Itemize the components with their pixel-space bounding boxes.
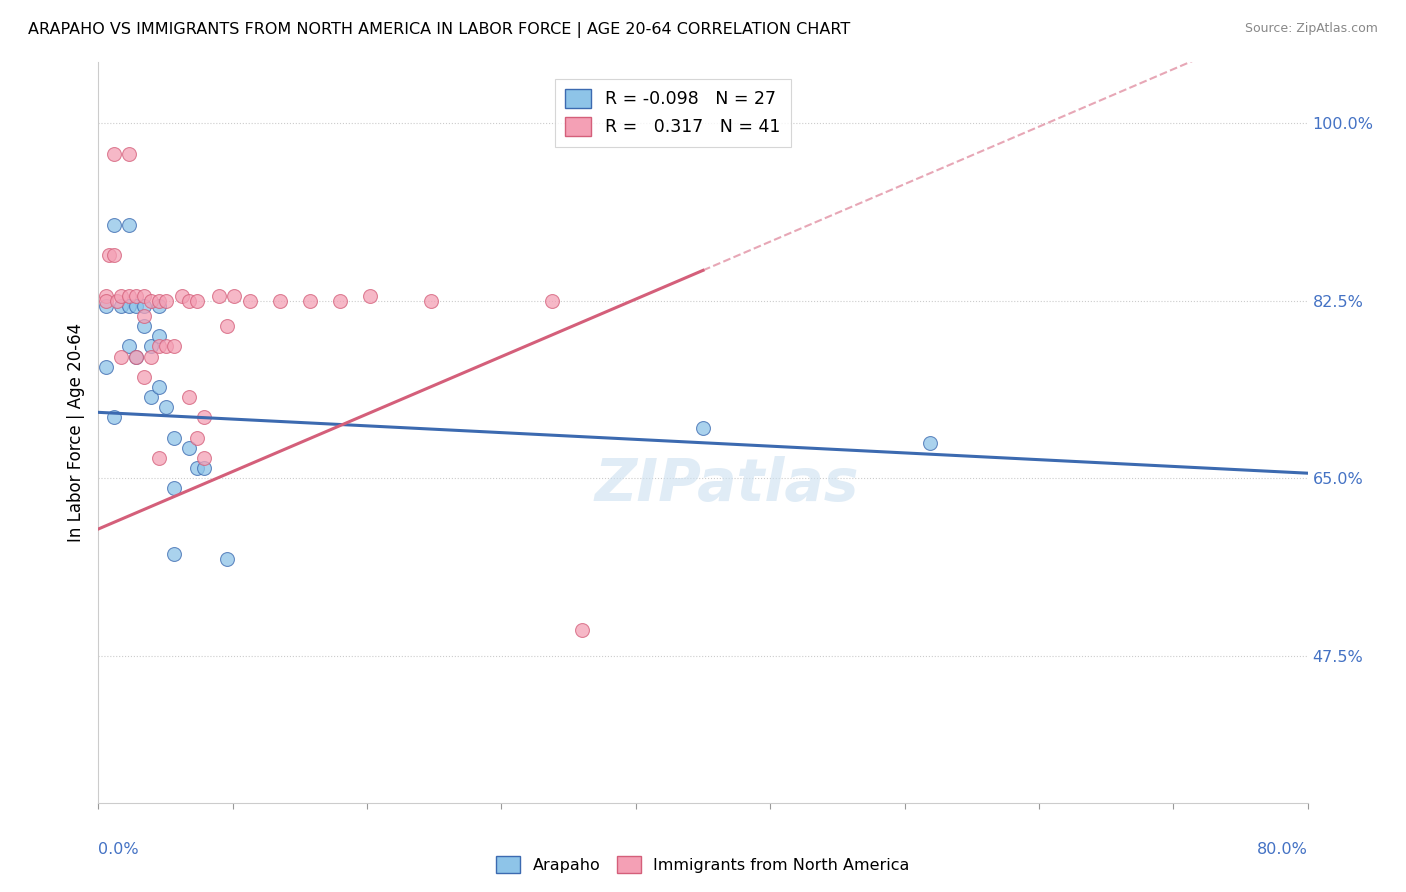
Point: [118, 289, 141, 303]
Point: [132, 319, 155, 334]
Text: 80.0%: 80.0%: [1257, 842, 1308, 856]
Point: [193, 450, 215, 465]
Point: [163, 431, 186, 445]
Point: [132, 299, 155, 313]
Point: [125, 299, 148, 313]
Point: [179, 441, 201, 455]
Point: [239, 293, 262, 308]
Point: [193, 461, 215, 475]
Point: [571, 624, 593, 638]
Point: [148, 380, 170, 394]
Point: [118, 339, 141, 353]
Point: [141, 339, 163, 353]
Point: [186, 293, 208, 308]
Point: [148, 450, 170, 465]
Point: [179, 390, 201, 404]
Point: [103, 146, 125, 161]
Point: [132, 309, 155, 323]
Point: [360, 289, 382, 303]
Legend: R = -0.098   N = 27, R =   0.317   N = 41: R = -0.098 N = 27, R = 0.317 N = 41: [555, 78, 792, 146]
Point: [94, 359, 117, 374]
Point: [186, 461, 208, 475]
Point: [148, 329, 170, 343]
Point: [98, 248, 121, 262]
Text: Source: ZipAtlas.com: Source: ZipAtlas.com: [1244, 22, 1378, 36]
Point: [125, 289, 148, 303]
Point: [132, 289, 155, 303]
Point: [94, 293, 117, 308]
Point: [118, 218, 141, 232]
Point: [186, 431, 208, 445]
Point: [103, 248, 125, 262]
Text: ARAPAHO VS IMMIGRANTS FROM NORTH AMERICA IN LABOR FORCE | AGE 20-64 CORRELATION : ARAPAHO VS IMMIGRANTS FROM NORTH AMERICA…: [28, 22, 851, 38]
Point: [163, 339, 186, 353]
Point: [110, 350, 132, 364]
Point: [110, 299, 132, 313]
Point: [125, 350, 148, 364]
Point: [118, 299, 141, 313]
Point: [105, 293, 128, 308]
Point: [540, 293, 562, 308]
Text: ZIPatlas: ZIPatlas: [595, 456, 859, 513]
Point: [179, 293, 201, 308]
Point: [103, 218, 125, 232]
Point: [208, 289, 231, 303]
Point: [141, 390, 163, 404]
Point: [103, 410, 125, 425]
Point: [155, 293, 177, 308]
Point: [125, 350, 148, 364]
Point: [215, 552, 238, 566]
Point: [94, 289, 117, 303]
Point: [118, 146, 141, 161]
Point: [193, 410, 215, 425]
Point: [141, 350, 163, 364]
Point: [420, 293, 443, 308]
Point: [692, 420, 714, 434]
Y-axis label: In Labor Force | Age 20-64: In Labor Force | Age 20-64: [66, 323, 84, 542]
Point: [155, 339, 177, 353]
Point: [132, 369, 155, 384]
Point: [110, 289, 132, 303]
Point: [94, 299, 117, 313]
Point: [163, 482, 186, 496]
Point: [148, 339, 170, 353]
Point: [170, 289, 193, 303]
Point: [155, 401, 177, 415]
Point: [148, 299, 170, 313]
Text: 0.0%: 0.0%: [98, 842, 139, 856]
Point: [299, 293, 322, 308]
Point: [148, 293, 170, 308]
Point: [224, 289, 246, 303]
Point: [163, 547, 186, 561]
Point: [141, 293, 163, 308]
Point: [269, 293, 291, 308]
Legend: Arapaho, Immigrants from North America: Arapaho, Immigrants from North America: [489, 849, 917, 880]
Point: [329, 293, 352, 308]
Point: [918, 435, 941, 450]
Point: [215, 319, 238, 334]
